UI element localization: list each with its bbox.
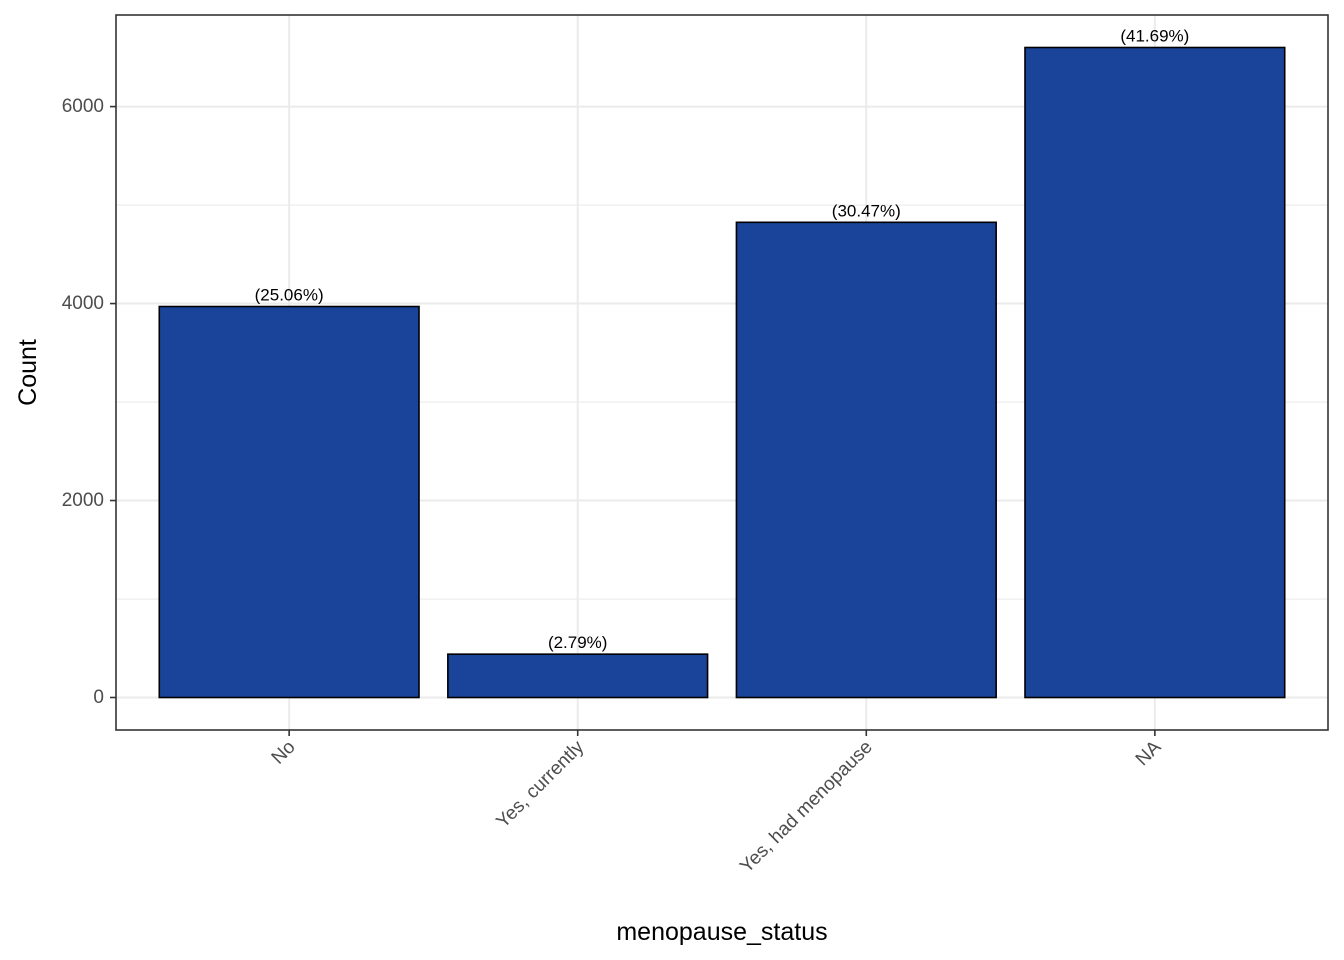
x-axis-title: menopause_status bbox=[616, 918, 827, 946]
data-label: (25.06%) bbox=[255, 286, 324, 305]
y-axis-title: Count bbox=[14, 339, 42, 406]
data-labels-layer: (25.06%) (2.79%) (30.47%) (41.69%) bbox=[255, 27, 1190, 653]
data-label: (2.79%) bbox=[548, 633, 608, 652]
panel-border bbox=[115, 14, 1329, 731]
bar bbox=[735, 221, 997, 699]
x-tick-label: Yes, currently bbox=[492, 736, 588, 832]
bars-layer bbox=[158, 46, 1286, 699]
y-tick-label: 2000 bbox=[62, 490, 104, 511]
y-tick-label: 6000 bbox=[62, 96, 104, 117]
bar bbox=[1024, 46, 1286, 699]
bar bbox=[158, 305, 420, 699]
y-tick-label: 4000 bbox=[62, 293, 104, 314]
data-label: (30.47%) bbox=[832, 201, 901, 220]
x-tick-label: Yes, had menopause bbox=[736, 737, 877, 878]
x-tick-label: No bbox=[268, 737, 300, 769]
data-label: (41.69%) bbox=[1120, 27, 1189, 46]
bar bbox=[447, 653, 709, 699]
x-tick-label: NA bbox=[1132, 736, 1166, 770]
y-tick-label: 0 bbox=[93, 687, 104, 708]
